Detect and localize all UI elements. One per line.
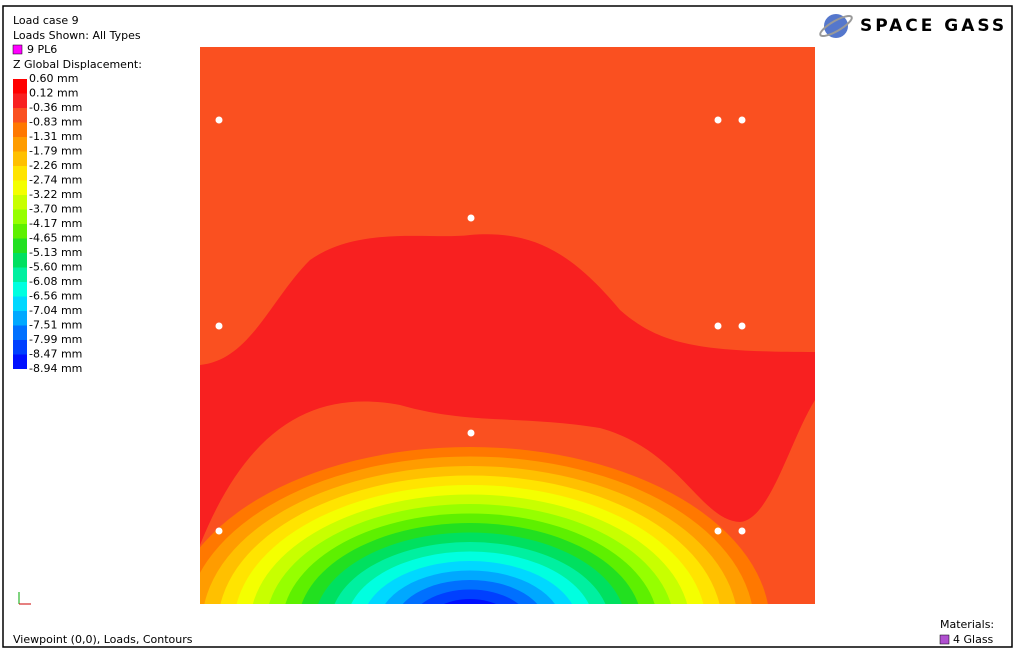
legend-label: -2.74 mm [29, 174, 82, 187]
logo-icon [824, 14, 848, 38]
legend-label: -3.22 mm [29, 188, 82, 201]
legend-swatch [13, 325, 27, 340]
legend-label: -8.94 mm [29, 362, 82, 375]
legend-label: -2.26 mm [29, 159, 82, 172]
legend-label: -7.04 mm [29, 304, 82, 317]
node [215, 527, 223, 535]
legend-swatch [13, 166, 27, 181]
band [200, 234, 815, 546]
frame [2, 5, 1013, 648]
legend-label: 0.60 mm [29, 72, 78, 85]
logo-ring [819, 15, 853, 37]
load-item: 9 PL6 [27, 43, 57, 56]
node [215, 116, 223, 124]
band [444, 599, 496, 604]
legend-swatch [13, 108, 27, 123]
materials-title: Materials: [940, 618, 994, 631]
legend-label: -6.08 mm [29, 275, 82, 288]
node [714, 527, 722, 535]
legend-swatch [13, 180, 27, 195]
material-swatch [939, 634, 950, 645]
axes-icon [18, 592, 31, 605]
contour-plot [200, 47, 815, 604]
legend-label: -7.51 mm [29, 319, 82, 332]
legend-swatch [13, 195, 27, 210]
load-swatch [12, 44, 23, 55]
legend-swatch [13, 93, 27, 108]
loads-shown: Loads Shown: All Types [13, 29, 141, 42]
legend-label: -0.36 mm [29, 101, 82, 114]
legend-label: -1.79 mm [29, 145, 82, 158]
node [215, 322, 223, 330]
legend-swatch [13, 311, 27, 326]
node [738, 322, 746, 330]
legend-swatch [13, 296, 27, 311]
legend-label: -7.99 mm [29, 333, 82, 346]
legend-swatch [13, 224, 27, 239]
legend-swatch [13, 340, 27, 355]
node [738, 527, 746, 535]
legend-swatch [13, 354, 27, 369]
legend-label: -6.56 mm [29, 290, 82, 303]
legend-label: -1.31 mm [29, 130, 82, 143]
legend-label: -0.83 mm [29, 116, 82, 129]
legend-label: -4.65 mm [29, 232, 82, 245]
node [738, 116, 746, 124]
legend-label: -3.70 mm [29, 203, 82, 216]
load-case: Load case 9 [13, 14, 79, 27]
legend-label: 0.12 mm [29, 87, 78, 100]
node [467, 429, 475, 437]
legend-swatch [13, 137, 27, 152]
nodes [215, 116, 746, 535]
legend-label: -8.47 mm [29, 348, 82, 361]
legend-swatch [13, 282, 27, 297]
logo-text: SPACE GASS [860, 16, 1007, 36]
node [714, 116, 722, 124]
legend-label: -5.60 mm [29, 261, 82, 274]
legend-swatch [13, 253, 27, 268]
legend-swatch [13, 267, 27, 282]
legend-swatch [13, 238, 27, 253]
legend-label: -5.13 mm [29, 246, 82, 259]
legend-swatch [13, 151, 27, 166]
legend-swatch [13, 79, 27, 94]
legend-label: -4.17 mm [29, 217, 82, 230]
node [714, 322, 722, 330]
node [467, 214, 475, 222]
band [421, 589, 519, 604]
material: 4 Glass [953, 633, 994, 646]
viewpoint: Viewpoint (0,0), Loads, Contours [13, 633, 193, 646]
legend-swatch [13, 122, 27, 137]
legend: 0.60 mm 0.12 mm-0.36 mm -0.83 mm-1.31 mm -1… [13, 72, 82, 375]
legend-swatch [13, 209, 27, 224]
result-title: Z Global Displacement: [13, 58, 142, 71]
